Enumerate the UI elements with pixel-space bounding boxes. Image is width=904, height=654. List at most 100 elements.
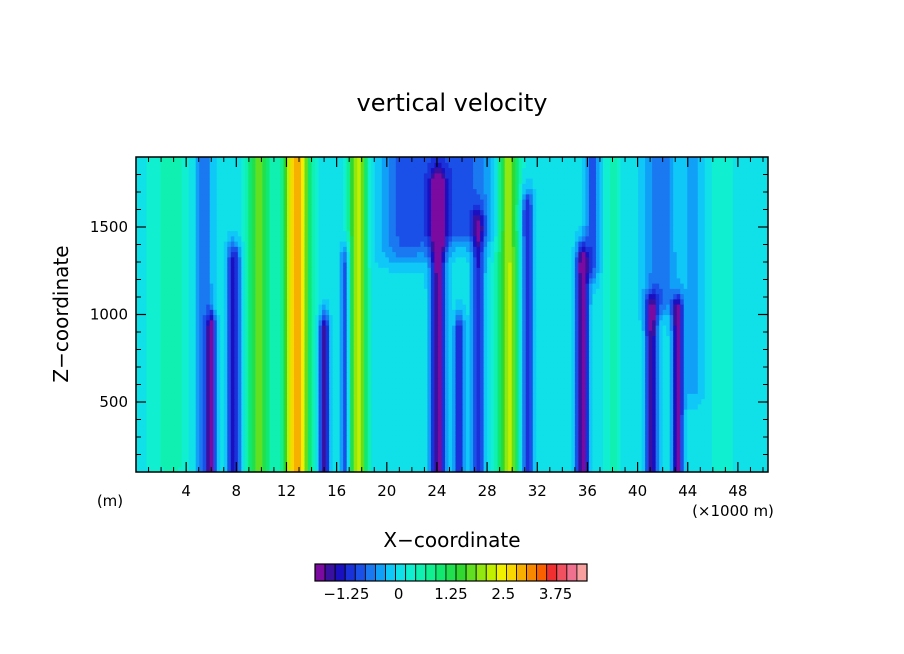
heatmap-cell [645, 461, 650, 468]
heatmap-cell [258, 445, 263, 452]
heatmap-cell [743, 346, 748, 352]
heatmap-cell [244, 377, 249, 384]
heatmap-cell [427, 351, 432, 358]
heatmap-cell [322, 351, 327, 358]
heatmap-cell [181, 351, 186, 358]
heatmap-cell [139, 451, 144, 457]
heatmap-cell [487, 372, 492, 379]
heatmap-cell [645, 409, 650, 415]
heatmap-cell [518, 361, 523, 368]
heatmap-cell [483, 330, 488, 337]
heatmap-cell [157, 461, 162, 468]
heatmap-cell [167, 403, 172, 410]
heatmap-cell [255, 445, 260, 452]
heatmap-cell [308, 340, 313, 347]
heatmap-cell [459, 435, 464, 442]
heatmap-cell [455, 346, 460, 352]
heatmap-cell [244, 430, 249, 436]
heatmap-cell [722, 435, 727, 442]
heatmap-cell [515, 377, 520, 384]
heatmap-cell [230, 403, 235, 410]
heatmap-cell [434, 367, 439, 373]
heatmap-cell [764, 435, 768, 442]
heatmap-cell [378, 340, 383, 347]
heatmap-cell [697, 372, 702, 379]
heatmap-cell [255, 356, 260, 363]
heatmap-cell [641, 361, 646, 368]
heatmap-cell [157, 361, 162, 368]
heatmap-cell [304, 361, 309, 368]
heatmap-cell [171, 398, 176, 405]
heatmap-cell [697, 445, 702, 452]
heatmap-cell [553, 340, 558, 347]
heatmap-cell [739, 356, 745, 363]
heatmap-cell [553, 451, 558, 457]
heatmap-cell [392, 393, 397, 400]
heatmap-cell [760, 330, 766, 337]
heatmap-cell [406, 393, 411, 400]
heatmap-cell [704, 419, 709, 426]
heatmap-cell [339, 398, 344, 405]
heatmap-cell [343, 367, 348, 373]
heatmap-cell [290, 340, 295, 347]
heatmap-cell [399, 440, 404, 447]
heatmap-cell [237, 461, 242, 468]
heatmap-cell [416, 372, 421, 379]
heatmap-cell [662, 461, 667, 468]
heatmap-cell [402, 461, 407, 468]
heatmap-cell [234, 335, 239, 342]
heatmap-cell [480, 372, 485, 379]
heatmap-cell [659, 466, 664, 472]
heatmap-cell [272, 403, 278, 410]
heatmap-cell [641, 356, 646, 363]
heatmap-cell [336, 388, 341, 394]
heatmap-cell [581, 330, 587, 337]
heatmap-cell [437, 419, 443, 426]
heatmap-cell [223, 456, 228, 463]
heatmap-cell [304, 398, 309, 405]
heatmap-cell [297, 451, 302, 457]
heatmap-cell [585, 377, 590, 384]
heatmap-cell [381, 325, 386, 331]
heatmap-cell [220, 377, 225, 384]
heatmap-cell [283, 351, 288, 358]
heatmap-cell [448, 382, 453, 389]
heatmap-cell [543, 461, 548, 468]
heatmap-cell [444, 372, 450, 379]
heatmap-cell [402, 403, 407, 410]
heatmap-cell [529, 367, 534, 373]
heatmap-cell [286, 325, 292, 331]
heatmap-cell [381, 424, 386, 431]
heatmap-cell [279, 409, 285, 415]
heatmap-cell [490, 372, 495, 379]
heatmap-cell [718, 466, 723, 472]
heatmap-cell [153, 372, 158, 379]
heatmap-cell [462, 409, 467, 415]
heatmap-cell [251, 393, 256, 400]
heatmap-cell [262, 435, 267, 442]
heatmap-cell [452, 456, 457, 463]
heatmap-cell [237, 435, 242, 442]
heatmap-cell [529, 356, 534, 363]
heatmap-cell [353, 372, 358, 379]
heatmap-cell [420, 403, 425, 410]
heatmap-cell [560, 419, 565, 426]
heatmap-cell [595, 398, 601, 405]
heatmap-cell [729, 414, 734, 421]
heatmap-cell [409, 346, 414, 352]
heatmap-cell [402, 361, 407, 368]
heatmap-cell [136, 456, 141, 463]
heatmap-cell [634, 435, 639, 442]
heatmap-cell [318, 445, 323, 452]
heatmap-cell [406, 403, 411, 410]
heatmap-cell [371, 377, 376, 384]
heatmap-cell [220, 445, 225, 452]
heatmap-cell [645, 398, 650, 405]
heatmap-cell [680, 419, 685, 426]
heatmap-cell [318, 330, 323, 337]
heatmap-cell [585, 330, 590, 337]
heatmap-cell [483, 388, 488, 394]
heatmap-cell [588, 325, 594, 331]
heatmap-cell [395, 367, 400, 373]
heatmap-cell [420, 367, 425, 373]
